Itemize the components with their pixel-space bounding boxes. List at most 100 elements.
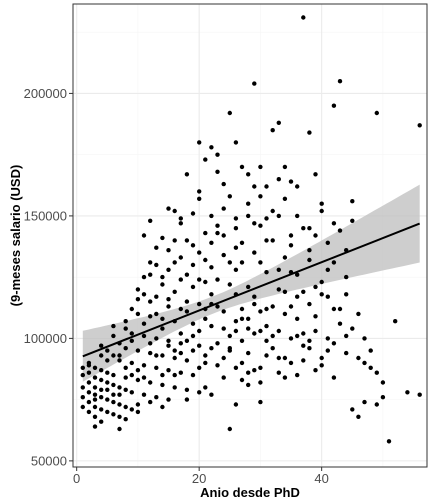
data-point bbox=[172, 238, 177, 243]
data-point bbox=[288, 179, 294, 184]
data-point bbox=[178, 221, 183, 226]
data-point bbox=[233, 402, 239, 407]
data-point bbox=[215, 363, 220, 368]
data-point bbox=[99, 343, 104, 348]
data-point bbox=[239, 316, 245, 321]
data-point bbox=[301, 15, 306, 20]
data-point bbox=[227, 282, 232, 287]
data-point bbox=[417, 392, 422, 397]
data-point bbox=[239, 260, 245, 265]
data-point bbox=[313, 284, 318, 290]
data-point bbox=[154, 294, 159, 299]
data-point bbox=[80, 395, 86, 400]
data-point bbox=[197, 328, 202, 334]
data-point bbox=[105, 409, 110, 415]
data-point bbox=[307, 338, 312, 343]
data-point bbox=[239, 240, 245, 245]
data-point bbox=[313, 172, 318, 177]
data-point bbox=[276, 213, 281, 219]
data-point bbox=[233, 245, 239, 250]
data-point bbox=[111, 412, 116, 417]
data-point bbox=[117, 358, 122, 363]
data-point bbox=[203, 316, 208, 321]
data-point bbox=[92, 404, 98, 410]
data-point bbox=[393, 319, 398, 324]
data-point bbox=[111, 382, 116, 388]
y-tick-label: 100000 bbox=[24, 331, 67, 346]
data-point bbox=[221, 326, 226, 331]
data-point bbox=[288, 243, 294, 248]
data-point bbox=[282, 164, 288, 170]
data-point bbox=[295, 213, 300, 219]
panel-border bbox=[72, 3, 428, 468]
data-point bbox=[319, 279, 324, 285]
data-point bbox=[190, 372, 196, 378]
data-point bbox=[184, 272, 190, 277]
data-point bbox=[141, 363, 147, 368]
data-point bbox=[270, 304, 275, 309]
data-point bbox=[282, 196, 288, 201]
data-point bbox=[258, 164, 263, 170]
data-point bbox=[239, 306, 245, 312]
data-point bbox=[141, 392, 147, 397]
regression-line bbox=[82, 222, 421, 358]
data-points bbox=[80, 15, 422, 444]
data-point bbox=[301, 289, 306, 294]
data-point bbox=[154, 245, 159, 250]
data-point bbox=[166, 267, 171, 272]
data-point bbox=[270, 346, 275, 351]
data-point bbox=[325, 294, 330, 299]
data-point bbox=[295, 333, 300, 339]
data-point bbox=[160, 274, 165, 280]
data-point bbox=[184, 309, 190, 314]
data-point bbox=[264, 323, 269, 329]
data-point bbox=[264, 184, 269, 189]
data-point bbox=[264, 238, 269, 243]
data-point bbox=[239, 338, 245, 343]
data-point bbox=[288, 336, 294, 341]
data-point bbox=[221, 309, 226, 314]
data-point bbox=[166, 206, 171, 211]
data-point bbox=[227, 333, 232, 339]
data-point bbox=[221, 181, 226, 187]
data-point bbox=[295, 184, 300, 189]
data-point bbox=[172, 372, 177, 378]
data-point bbox=[264, 306, 269, 312]
data-point bbox=[129, 372, 134, 378]
data-point bbox=[386, 439, 392, 444]
data-point bbox=[282, 255, 288, 260]
data-point bbox=[319, 201, 324, 206]
data-point bbox=[362, 336, 367, 341]
data-point bbox=[252, 184, 257, 189]
data-point bbox=[325, 267, 330, 272]
data-point bbox=[282, 375, 288, 380]
data-point bbox=[221, 375, 226, 380]
data-point bbox=[258, 328, 263, 334]
y-tick-label: 200000 bbox=[24, 86, 67, 101]
confidence-band-layer bbox=[82, 184, 420, 382]
data-point bbox=[239, 377, 245, 383]
data-point bbox=[246, 382, 251, 388]
data-point bbox=[99, 387, 104, 392]
data-point bbox=[356, 311, 361, 317]
data-point bbox=[374, 402, 379, 407]
data-point bbox=[178, 331, 183, 336]
data-point bbox=[362, 360, 367, 366]
data-point bbox=[252, 221, 257, 226]
data-point bbox=[197, 277, 202, 282]
data-point bbox=[148, 299, 153, 304]
data-point bbox=[111, 353, 116, 358]
data-point bbox=[313, 314, 318, 319]
data-point bbox=[276, 120, 281, 126]
data-point bbox=[172, 355, 177, 361]
data-point bbox=[209, 213, 214, 219]
data-point bbox=[178, 370, 183, 375]
data-point bbox=[80, 365, 86, 370]
data-point bbox=[172, 348, 177, 353]
data-point bbox=[215, 169, 220, 174]
data-point bbox=[215, 341, 220, 346]
data-point bbox=[209, 145, 214, 150]
data-point bbox=[337, 321, 343, 326]
data-point bbox=[288, 360, 294, 366]
data-point bbox=[99, 395, 104, 400]
